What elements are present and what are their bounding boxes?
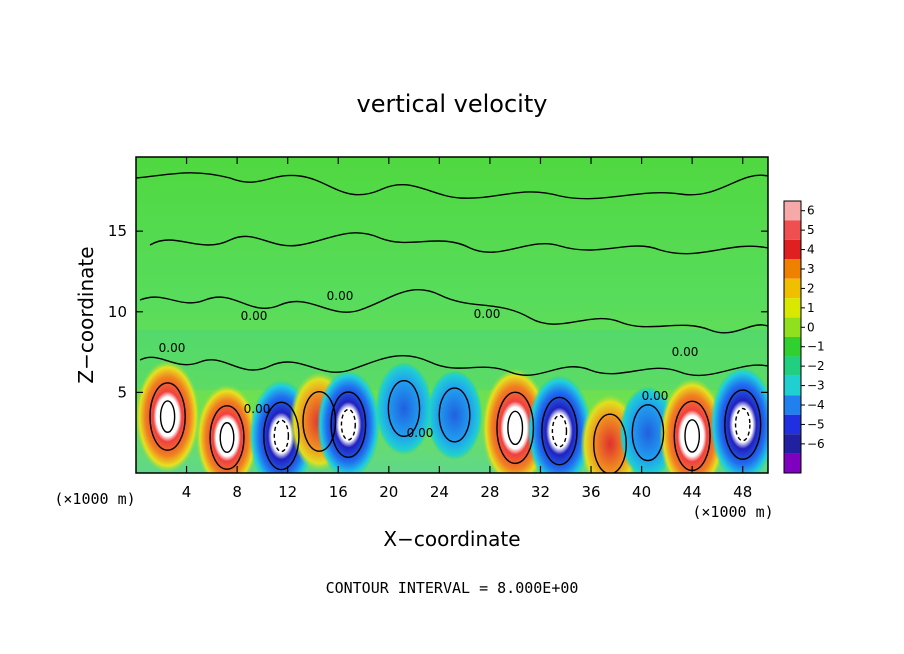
- x-unit-right: (×1000 m): [692, 503, 773, 521]
- colorbar-swatch: [784, 259, 801, 279]
- x-tick-label: 44: [683, 483, 702, 501]
- contour-label: 0.00: [407, 426, 434, 440]
- plot-area: 0.00 0.00 0.00 0.00 0.00 0.00 0.00 0.00: [136, 157, 768, 473]
- cell-inner-contour: [159, 400, 176, 433]
- colorbar-label: 5: [807, 223, 815, 237]
- x-tick-label: 40: [632, 483, 651, 501]
- cell-inner-contour: [551, 414, 568, 448]
- cell-contour: [631, 404, 665, 462]
- cell-inner-contour: [340, 408, 356, 441]
- colorbar-swatch: [784, 414, 801, 435]
- velocity-cell: [136, 360, 200, 473]
- contour-label-group: 0.00 0.00 0.00 0.00 0.00 0.00 0.00 0.00: [159, 289, 699, 440]
- chart-title: vertical velocity: [357, 90, 548, 118]
- colorbar-label: −4: [807, 398, 825, 412]
- colorbar-swatch: [784, 239, 801, 260]
- x-tick-label: 32: [531, 483, 550, 501]
- y-axis-label: Z−coordinate: [74, 246, 98, 383]
- colorbar-swatch: [784, 375, 801, 396]
- y-tick-label: 10: [108, 303, 127, 321]
- cell-contour: [330, 391, 367, 458]
- colorbar-swatch: [784, 201, 801, 221]
- colorbar-label: −1: [807, 340, 825, 354]
- contour-label: 0.00: [474, 307, 501, 321]
- cell-contour: [387, 379, 421, 438]
- colorbar-label: 6: [807, 204, 815, 218]
- colorbar-label: −2: [807, 359, 825, 373]
- contour-lines: [136, 172, 768, 473]
- cell-contour: [149, 382, 186, 451]
- x-tick-label: 36: [581, 483, 600, 501]
- colorbar-label: 0: [807, 320, 815, 334]
- contour-label: 0.00: [159, 341, 186, 355]
- x-tick-label: 20: [379, 483, 398, 501]
- velocity-cell: [426, 370, 483, 460]
- colorbar-label: −6: [807, 437, 825, 451]
- x-tick-label: 12: [278, 483, 297, 501]
- colorbar-swatch: [784, 434, 801, 454]
- cell-contour: [593, 413, 627, 473]
- contour-label: 0.00: [241, 309, 268, 323]
- cell-inner-contour: [734, 407, 751, 442]
- contour-interval-note: CONTOUR INTERVAL = 8.000E+00: [326, 579, 579, 597]
- velocity-cell: [527, 375, 592, 473]
- colorbar-swatch: [784, 220, 801, 240]
- x-tick-label: 16: [329, 483, 348, 501]
- velocity-cells: [136, 360, 768, 473]
- colorbar-frame: [783, 200, 802, 474]
- cell-contour: [438, 387, 471, 443]
- cell-inner-contour: [507, 410, 524, 446]
- cell-inner-contour: [273, 419, 290, 453]
- y-tick-label: 15: [108, 222, 127, 240]
- velocity-cell: [316, 370, 380, 473]
- x-tick-label: 4: [182, 483, 192, 501]
- velocity-cell: [710, 367, 768, 473]
- zero-contour: [139, 354, 768, 377]
- colorbar-label: 1: [807, 301, 815, 315]
- colorbar-swatch: [784, 317, 801, 337]
- velocity-cell: [375, 362, 433, 455]
- cell-contour: [724, 389, 762, 460]
- cell-inner-contour: [219, 422, 235, 454]
- x-tick-label: 48: [733, 483, 752, 501]
- cell-contour: [541, 396, 578, 466]
- x-axis-ticks: 4 8 12 16 20 24 28 32 36 40 44 48: [182, 157, 752, 501]
- cell-contour: [302, 390, 337, 452]
- contour-label: 0.00: [327, 289, 354, 303]
- colorbar-swatch: [784, 298, 801, 318]
- colorbar-label: −3: [807, 379, 825, 393]
- x-tick-label: 24: [430, 483, 449, 501]
- colorbar: 6 5 4 3 2 1 0 −1 −2 −3 −4 −5 −6: [783, 200, 825, 474]
- colorbar-label: 2: [807, 281, 815, 295]
- colorbar-swatch: [784, 395, 801, 415]
- contour-label: 0.00: [244, 402, 271, 416]
- cell-contour: [496, 391, 535, 465]
- y-axis-ticks: 5 10 15: [108, 222, 768, 401]
- colorbar-swatch: [784, 453, 801, 473]
- x-tick-label: 8: [232, 483, 242, 501]
- colorbar-swatch: [784, 356, 801, 376]
- velocity-cell: [196, 384, 258, 473]
- x-tick-label: 28: [480, 483, 499, 501]
- colorbar-swatch: [784, 278, 801, 299]
- colorbar-label: −5: [807, 417, 825, 431]
- y-tick-label: 5: [117, 383, 127, 401]
- contour-label: 0.00: [672, 345, 699, 359]
- cell-inner-contour: [684, 419, 701, 453]
- contour-label: 0.00: [642, 389, 669, 403]
- x-unit-left: (×1000 m): [54, 490, 135, 508]
- colorbar-label: 3: [807, 262, 815, 276]
- cell-contour: [209, 405, 245, 470]
- zero-contour: [136, 172, 768, 200]
- colorbar-label: 4: [807, 243, 815, 257]
- zero-contour: [139, 289, 768, 334]
- zero-contour: [149, 232, 768, 255]
- cell-contour: [263, 401, 300, 471]
- x-axis-label: X−coordinate: [383, 527, 520, 551]
- plot-frame: [135, 156, 769, 474]
- colorbar-swatch: [784, 337, 801, 357]
